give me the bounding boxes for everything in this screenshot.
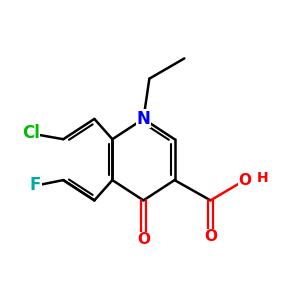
- Text: O: O: [137, 232, 150, 247]
- Text: Cl: Cl: [22, 124, 40, 142]
- Text: H: H: [257, 172, 269, 185]
- Text: N: N: [136, 110, 150, 128]
- Text: O: O: [238, 172, 251, 188]
- Text: F: F: [30, 176, 41, 194]
- Text: O: O: [204, 229, 217, 244]
